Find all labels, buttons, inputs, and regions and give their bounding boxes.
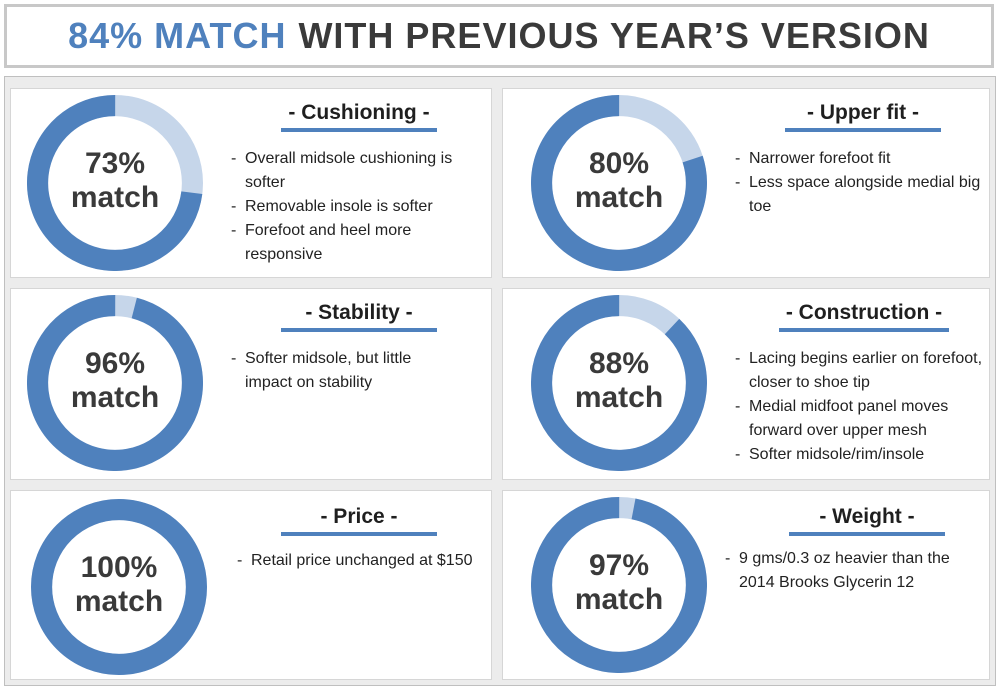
- card-title: - Price -: [281, 505, 437, 536]
- ring-match-arc: [31, 499, 207, 675]
- match-ring: [531, 95, 707, 271]
- bullet-item: Overall midsole cushioning is softer: [231, 147, 481, 195]
- match-ring-label: 96% match: [27, 347, 203, 415]
- overall-match-text: 84% MATCH: [68, 15, 287, 56]
- match-percent: 73%: [84, 147, 146, 180]
- match-percent: 96%: [84, 347, 146, 380]
- card-upper-fit: 80% match - Upper fit - Narrower forefoo…: [502, 88, 990, 278]
- ring-match-arc: [27, 95, 203, 271]
- bullet-item: Softer midsole/rim/insole: [735, 443, 985, 467]
- bullet-list: Softer midsole, but little impact on sta…: [231, 347, 461, 395]
- match-word: match: [70, 181, 160, 214]
- match-word: match: [574, 583, 664, 616]
- card-weight: 97% match - Weight - 9 gms/0.3 oz heavie…: [502, 490, 990, 680]
- bullet-list: Narrower forefoot fit Less space alongsi…: [735, 147, 985, 219]
- match-word: match: [574, 181, 664, 214]
- match-ring: [531, 497, 707, 673]
- ring-match-arc: [27, 295, 203, 471]
- card-title: - Stability -: [281, 301, 437, 332]
- bullet-list: Overall midsole cushioning is softer Rem…: [231, 147, 481, 267]
- match-ring-label: 73% match: [27, 147, 203, 215]
- match-ring-label: 97% match: [531, 549, 707, 617]
- bullet-list: Retail price unchanged at $150: [237, 549, 477, 573]
- title-rest-text: WITH PREVIOUS YEAR’S VERSION: [298, 15, 930, 56]
- match-word: match: [70, 381, 160, 414]
- bullet-item: Forefoot and heel more responsive: [231, 219, 481, 267]
- match-percent: 88%: [588, 347, 650, 380]
- match-ring-label: 88% match: [531, 347, 707, 415]
- card-title: - Cushioning -: [281, 101, 437, 132]
- match-word: match: [74, 585, 164, 618]
- card-stability: 96% match - Stability - Softer midsole, …: [10, 288, 492, 480]
- page-title: 84% MATCH WITH PREVIOUS YEAR’S VERSION: [4, 4, 994, 68]
- match-ring: [27, 95, 203, 271]
- bullet-list: Lacing begins earlier on forefoot, close…: [735, 347, 985, 467]
- bullet-item: Lacing begins earlier on forefoot, close…: [735, 347, 985, 395]
- bullet-item: Removable insole is softer: [231, 195, 481, 219]
- match-ring-label: 80% match: [531, 147, 707, 215]
- card-title: - Upper fit -: [785, 101, 941, 132]
- ring-match-arc: [531, 95, 707, 271]
- bullet-item: Medial midfoot panel moves forward over …: [735, 395, 985, 443]
- bullet-item: Retail price unchanged at $150: [237, 549, 477, 573]
- card-title: - Weight -: [789, 505, 945, 536]
- bullet-item: 9 gms/0.3 oz heavier than the 2014 Brook…: [725, 547, 975, 595]
- bullet-list: 9 gms/0.3 oz heavier than the 2014 Brook…: [725, 547, 975, 595]
- card-cushioning: 73% match - Cushioning - Overall midsole…: [10, 88, 492, 278]
- bullet-item: Less space alongside medial big toe: [735, 171, 985, 219]
- card-title: - Construction -: [779, 301, 949, 332]
- ring-match-arc: [531, 295, 707, 471]
- card-price: 100% match - Price - Retail price unchan…: [10, 490, 492, 680]
- match-percent: 97%: [588, 549, 650, 582]
- match-ring: [31, 499, 207, 675]
- match-percent: 80%: [588, 147, 650, 180]
- match-ring: [531, 295, 707, 471]
- bullet-item: Narrower forefoot fit: [735, 147, 985, 171]
- bullet-item: Softer midsole, but little impact on sta…: [231, 347, 461, 395]
- match-ring: [27, 295, 203, 471]
- match-word: match: [574, 381, 664, 414]
- match-percent: 100%: [80, 551, 158, 584]
- match-ring-label: 100% match: [31, 551, 207, 619]
- card-construction: 88% match - Construction - Lacing begins…: [502, 288, 990, 480]
